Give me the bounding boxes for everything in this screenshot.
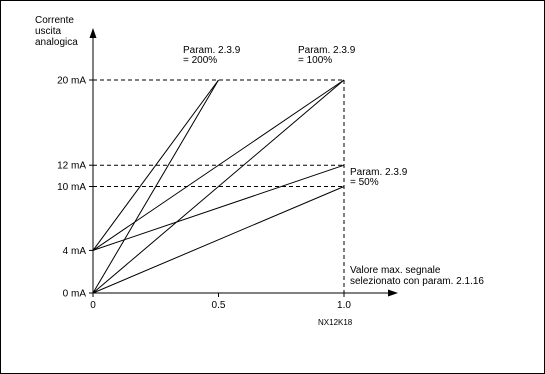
- y-tick-label: 0 mA: [63, 289, 87, 300]
- y-axis-arrow-icon: [89, 28, 97, 38]
- y-axis-title-line: analogica: [35, 37, 78, 48]
- y-tick-label: 4 mA: [63, 246, 87, 257]
- x-tick-label: 1.0: [337, 300, 351, 311]
- figure-code: NX12K18: [318, 318, 353, 327]
- series-lines: [92, 79, 345, 294]
- x-axis-title-line: Valore max. segnale: [350, 265, 441, 276]
- series-line: [92, 186, 345, 294]
- series-line: [92, 79, 345, 251]
- annotation-line: Param. 2.3.9: [350, 167, 408, 178]
- y-tick-label: 20 mA: [57, 76, 86, 87]
- x-axis-arrow-icon: [388, 289, 398, 297]
- y-axis-title-line: Corrente: [35, 15, 74, 26]
- annotation-200: Param. 2.3.9 = 200%: [183, 45, 243, 66]
- annotation-line: = 50%: [350, 177, 379, 188]
- y-axis-title-line: uscita: [35, 26, 62, 37]
- y-axis-title: Corrente uscita analogica: [35, 15, 78, 48]
- x-axis-title-line: selezionato con param. 2.1.16: [350, 276, 484, 287]
- annotation-50: Param. 2.3.9 = 50%: [350, 167, 410, 188]
- annotation-line: Param. 2.3.9: [298, 45, 356, 56]
- series-line: [92, 164, 345, 251]
- x-tick-label: 0.5: [212, 300, 226, 311]
- y-tick-label: 12 mA: [57, 161, 86, 172]
- series-line: [92, 79, 219, 251]
- series-line: [92, 79, 219, 294]
- tick-labels: 20 mA 12 mA 10 mA 4 mA 0 mA0 0.5 1.0: [57, 76, 351, 312]
- x-axis-title: Valore max. segnale selezionato con para…: [350, 265, 484, 287]
- annotation-line: = 100%: [298, 55, 332, 66]
- annotation-line: Param. 2.3.9: [183, 45, 241, 56]
- annotation-line: = 200%: [183, 55, 217, 66]
- y-tick-label: 10 mA: [57, 182, 86, 193]
- x-tick-label: 0: [90, 300, 96, 311]
- annotation-100: Param. 2.3.9 = 100%: [298, 45, 358, 66]
- series-line: [92, 79, 345, 294]
